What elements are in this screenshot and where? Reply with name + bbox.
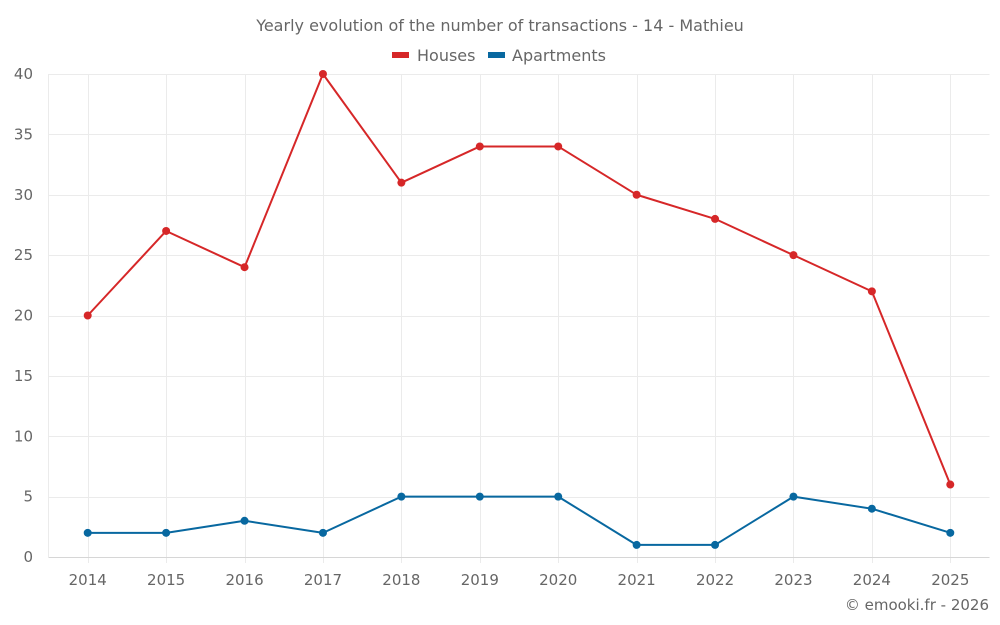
data-point-houses[interactable]: [318, 70, 327, 78]
x-tick-label: 2022: [696, 571, 734, 589]
data-point-houses[interactable]: [711, 214, 720, 223]
legend-label: Apartments: [512, 46, 606, 65]
y-tick-label: 40: [14, 65, 33, 83]
legend: Houses Apartments: [392, 46, 606, 65]
x-tick-label: 2016: [225, 571, 263, 589]
x-tick-label: 2020: [539, 571, 577, 589]
y-tick-label: 5: [23, 488, 33, 506]
x-tick-label: 2018: [382, 571, 420, 589]
series-group: [83, 70, 955, 549]
y-axis: 0 5 10 15 20 25 30 35 40: [14, 65, 33, 566]
legend-item-houses[interactable]: Houses: [392, 46, 475, 65]
data-point-houses[interactable]: [240, 263, 249, 272]
y-tick-label: 0: [23, 548, 33, 566]
data-point-houses[interactable]: [946, 480, 955, 489]
series-line-apartments: [87, 495, 951, 546]
data-point-houses[interactable]: [83, 311, 92, 320]
data-point-apartments[interactable]: [946, 528, 955, 537]
data-point-apartments[interactable]: [83, 528, 92, 537]
x-tick-label: 2025: [931, 571, 969, 589]
y-tick-label: 20: [14, 307, 33, 325]
data-point-apartments[interactable]: [318, 528, 327, 537]
credit-text: © emooki.fr - 2026: [845, 596, 989, 614]
chart-title: Yearly evolution of the number of transa…: [255, 16, 744, 35]
x-tick-label: 2015: [147, 571, 185, 589]
data-point-apartments[interactable]: [240, 516, 249, 525]
x-tick-label: 2017: [304, 571, 342, 589]
x-tick-label: 2014: [69, 571, 107, 589]
series-houses: [83, 70, 955, 489]
x-tick-label: 2021: [618, 571, 656, 589]
series-line-houses: [86, 73, 952, 485]
legend-item-apartments[interactable]: Apartments: [488, 46, 606, 65]
data-point-houses[interactable]: [789, 251, 798, 260]
y-tick-label: 15: [14, 367, 33, 385]
data-point-houses[interactable]: [475, 142, 484, 151]
x-tick-label: 2019: [461, 571, 499, 589]
y-tick-label: 30: [14, 186, 33, 204]
data-point-houses[interactable]: [162, 226, 171, 235]
data-point-apartments[interactable]: [711, 540, 720, 549]
data-point-apartments[interactable]: [554, 492, 563, 501]
legend-label: Houses: [417, 46, 475, 65]
data-point-apartments[interactable]: [632, 540, 641, 549]
series-apartments: [83, 492, 955, 549]
legend-swatch: [392, 52, 409, 58]
data-point-apartments[interactable]: [789, 492, 798, 501]
data-point-apartments[interactable]: [162, 528, 171, 537]
y-tick-label: 25: [14, 246, 33, 264]
data-point-apartments[interactable]: [867, 504, 876, 513]
x-tick-label: 2024: [853, 571, 891, 589]
y-tick-label: 10: [14, 427, 33, 445]
x-axis: 2014 2015 2016 2017 2018 2019 2020 2021 2022 2023…: [48, 557, 990, 589]
data-point-houses[interactable]: [397, 178, 406, 187]
data-point-houses[interactable]: [632, 190, 641, 199]
data-point-houses[interactable]: [554, 142, 563, 151]
y-tick-label: 35: [14, 125, 33, 143]
data-point-apartments[interactable]: [397, 492, 406, 501]
data-point-apartments[interactable]: [475, 492, 484, 501]
x-tick-label: 2023: [774, 571, 812, 589]
legend-swatch: [488, 52, 505, 58]
data-point-houses[interactable]: [867, 287, 876, 296]
gridlines: [48, 74, 990, 563]
